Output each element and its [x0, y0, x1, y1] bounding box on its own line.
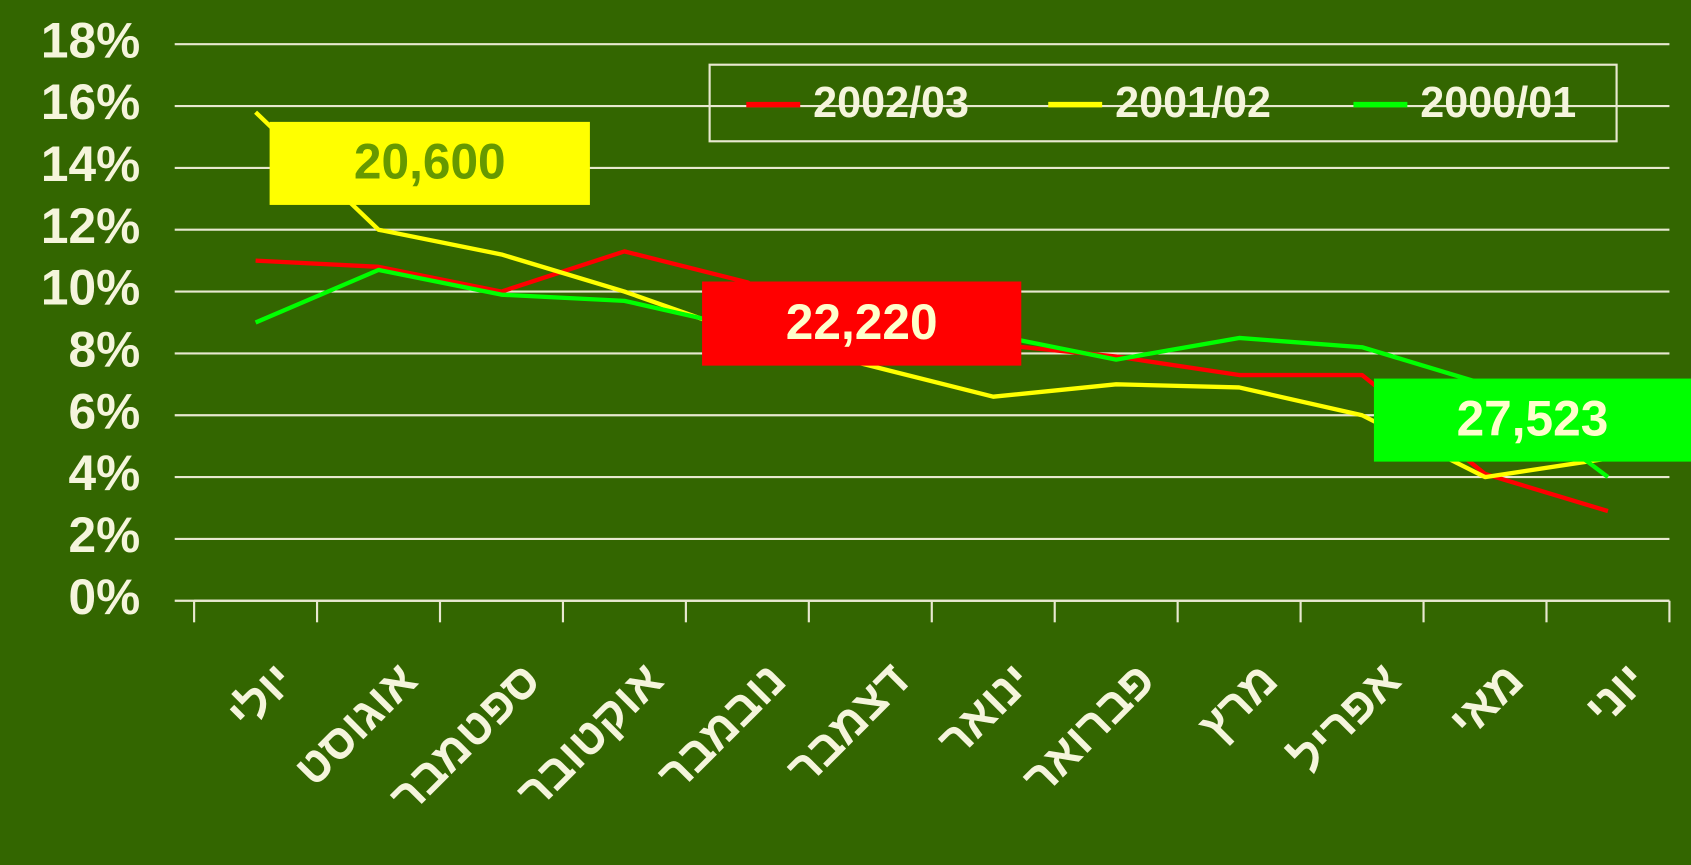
annotation-box — [1373, 378, 1691, 462]
annotation-text: 22,220 — [786, 294, 938, 350]
y-tick-label: 18% — [41, 12, 140, 68]
y-tick-label: 14% — [41, 136, 140, 192]
y-tick-label: 4% — [68, 445, 140, 501]
y-tick-label: 12% — [41, 198, 140, 254]
annotation-text: 27,523 — [1457, 390, 1609, 446]
y-tick-label: 8% — [68, 322, 140, 378]
annotation-text: 20,600 — [354, 134, 506, 190]
y-tick-label: 10% — [41, 260, 140, 316]
legend-label: 2001/02 — [1115, 79, 1271, 127]
y-tick-label: 0% — [68, 569, 140, 625]
legend-box — [708, 63, 1618, 143]
y-tick-label: 16% — [41, 74, 140, 130]
y-tick-label: 6% — [68, 383, 140, 439]
legend-label: 2000/01 — [1420, 79, 1576, 127]
legend-label: 2002/03 — [813, 79, 969, 127]
annotation-box — [702, 281, 1022, 366]
annotation-box — [269, 121, 590, 205]
y-tick-label: 2% — [68, 507, 140, 563]
